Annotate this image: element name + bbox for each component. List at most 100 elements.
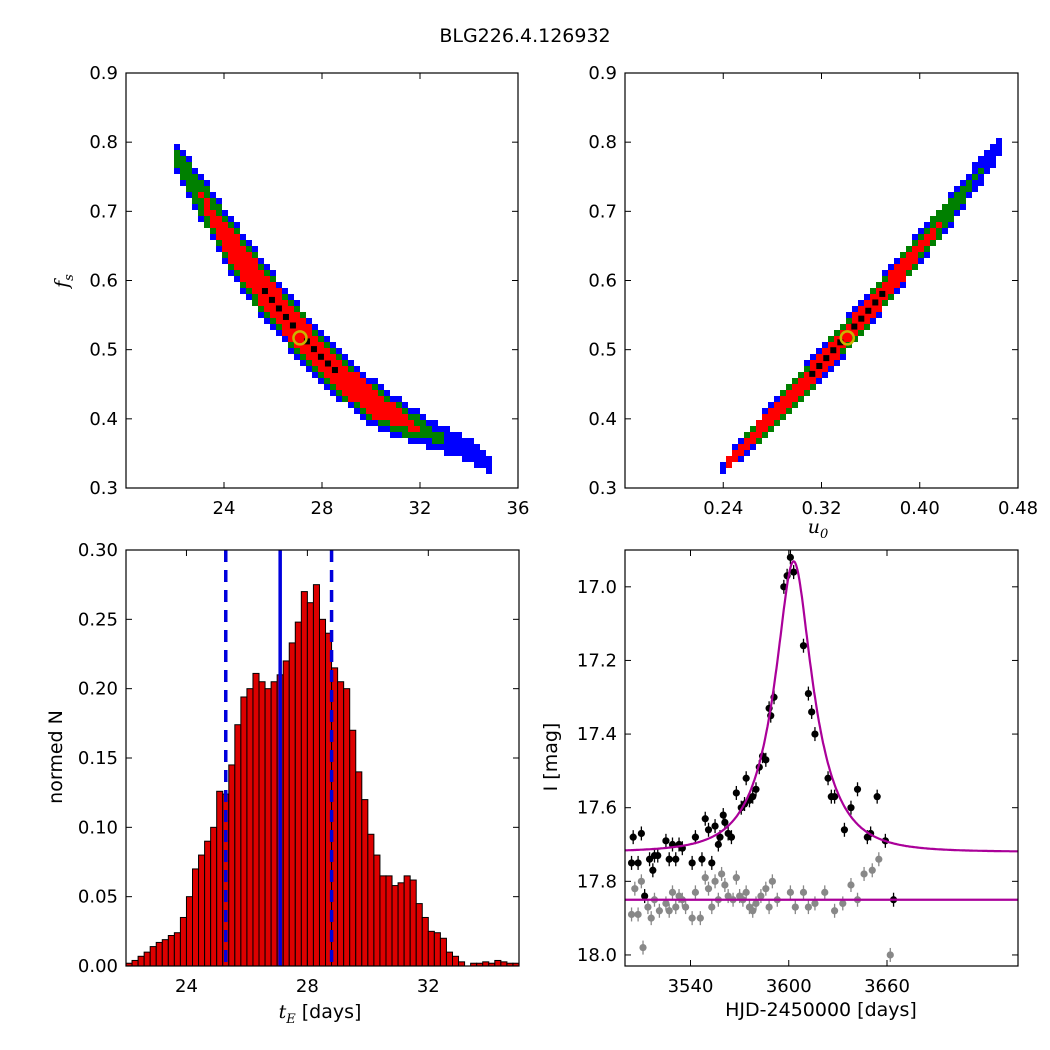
histogram-bar bbox=[403, 875, 411, 967]
confidence-cell-level3 bbox=[336, 390, 342, 396]
histogram-bar bbox=[167, 934, 175, 967]
panel-tE_fs-ytick-label: 0.5 bbox=[89, 340, 118, 361]
confidence-cell-level4 bbox=[462, 450, 468, 456]
confidence-cell-level2 bbox=[348, 378, 354, 384]
confidence-cell-level2 bbox=[912, 258, 918, 264]
panel-tE-histogram-ytick-label: 0.05 bbox=[78, 887, 118, 908]
confidence-cell-level2 bbox=[324, 366, 330, 372]
confidence-cell-level4 bbox=[732, 444, 738, 450]
data-point-grey bbox=[631, 885, 639, 893]
histogram-bar bbox=[397, 882, 405, 967]
confidence-cell-level2 bbox=[330, 378, 336, 384]
confidence-cell-level2 bbox=[306, 348, 312, 354]
confidence-cell-level2 bbox=[342, 366, 348, 372]
confidence-cell-level3 bbox=[864, 324, 870, 330]
confidence-cell-level4 bbox=[966, 192, 972, 198]
confidence-cell-level4 bbox=[750, 444, 756, 450]
data-point-black bbox=[698, 855, 706, 863]
confidence-cell-level4 bbox=[474, 456, 480, 462]
confidence-cell-level2 bbox=[312, 342, 318, 348]
panel-tE_fs-xtick-label: 24 bbox=[213, 498, 236, 519]
confidence-cell-level3 bbox=[180, 168, 186, 174]
confidence-cell-level3 bbox=[972, 174, 978, 180]
confidence-cell-level1 bbox=[823, 355, 830, 362]
data-point-grey bbox=[691, 888, 700, 896]
confidence-cell-level4 bbox=[390, 396, 396, 402]
confidence-cell-level1 bbox=[851, 323, 858, 330]
confidence-cell-level2 bbox=[876, 288, 882, 294]
confidence-cell-level4 bbox=[486, 456, 492, 462]
confidence-cell-level1 bbox=[261, 288, 268, 295]
panel-tE-histogram-ytick-label: 0.10 bbox=[78, 817, 118, 838]
confidence-cell-level4 bbox=[996, 144, 1002, 150]
data-point-grey bbox=[639, 943, 647, 952]
confidence-cell-level4 bbox=[426, 420, 432, 426]
confidence-cell-level4 bbox=[954, 186, 960, 192]
confidence-cell-level3 bbox=[936, 234, 942, 240]
confidence-cell-level4 bbox=[378, 426, 384, 432]
confidence-cell-level4 bbox=[264, 264, 270, 270]
confidence-cell-level1 bbox=[324, 360, 331, 367]
confidence-cell-level2 bbox=[828, 360, 834, 366]
confidence-cell-level2 bbox=[282, 300, 288, 306]
histogram-bar bbox=[458, 961, 466, 967]
data-point-black bbox=[831, 793, 839, 801]
confidence-cell-level4 bbox=[864, 294, 870, 300]
confidence-cell-level4 bbox=[480, 450, 486, 456]
confidence-cell-level4 bbox=[486, 468, 492, 474]
confidence-cell-level2 bbox=[882, 282, 888, 288]
data-point-black bbox=[691, 833, 700, 841]
confidence-cell-level4 bbox=[192, 204, 198, 210]
xlabel-subscript: E bbox=[285, 1012, 296, 1027]
confidence-cell-level2 bbox=[870, 306, 876, 312]
confidence-cell-level2 bbox=[840, 336, 846, 342]
confidence-cell-level3 bbox=[258, 264, 264, 270]
confidence-cell-level4 bbox=[474, 444, 480, 450]
confidence-cell-level2 bbox=[738, 450, 744, 456]
confidence-cell-level3 bbox=[414, 420, 420, 426]
confidence-cell-level2 bbox=[378, 408, 384, 414]
data-point-black bbox=[719, 811, 727, 819]
confidence-cell-level2 bbox=[786, 402, 792, 408]
confidence-cell-level3 bbox=[798, 396, 804, 402]
confidence-cell-level3 bbox=[198, 204, 204, 210]
confidence-cell-level2 bbox=[300, 348, 306, 354]
data-point-grey bbox=[886, 951, 894, 959]
confidence-cell-level3 bbox=[204, 186, 210, 192]
confidence-cell-level4 bbox=[372, 420, 378, 426]
confidence-cell-level2 bbox=[252, 258, 258, 264]
confidence-cell-level3 bbox=[396, 402, 402, 408]
confidence-cell-level4 bbox=[876, 312, 882, 318]
histogram-bar bbox=[482, 961, 490, 967]
histogram-bar bbox=[391, 885, 399, 967]
data-point-grey bbox=[688, 914, 696, 922]
data-point-grey bbox=[647, 914, 655, 922]
confidence-cell-level3 bbox=[780, 390, 786, 396]
confidence-cell-level3 bbox=[288, 342, 294, 348]
histogram-bar bbox=[421, 916, 429, 967]
confidence-cell-level3 bbox=[396, 426, 402, 432]
confidence-cell-level2 bbox=[804, 384, 810, 390]
confidence-cell-level2 bbox=[894, 264, 900, 270]
histogram-bar bbox=[355, 771, 363, 967]
confidence-cell-level1 bbox=[837, 339, 844, 346]
confidence-cell-level3 bbox=[324, 342, 330, 348]
confidence-cell-level2 bbox=[378, 402, 384, 408]
confidence-cell-level3 bbox=[294, 348, 300, 354]
confidence-cell-level3 bbox=[252, 252, 258, 258]
confidence-cell-level2 bbox=[864, 312, 870, 318]
data-point-grey bbox=[811, 899, 819, 908]
panel-u0_fs-ytick-label: 0.5 bbox=[588, 340, 617, 361]
confidence-cell-level2 bbox=[288, 336, 294, 342]
confidence-cell-level2 bbox=[222, 246, 228, 252]
confidence-cell-level4 bbox=[474, 450, 480, 456]
confidence-cell-level2 bbox=[870, 312, 876, 318]
confidence-cell-level3 bbox=[942, 204, 948, 210]
confidence-cell-level2 bbox=[264, 282, 270, 288]
histogram-bar bbox=[216, 790, 224, 967]
confidence-cell-level2 bbox=[264, 294, 270, 300]
data-point-black bbox=[649, 866, 657, 874]
confidence-cell-level2 bbox=[198, 192, 204, 198]
histogram-bar bbox=[155, 941, 163, 967]
confidence-cell-level4 bbox=[246, 240, 252, 246]
